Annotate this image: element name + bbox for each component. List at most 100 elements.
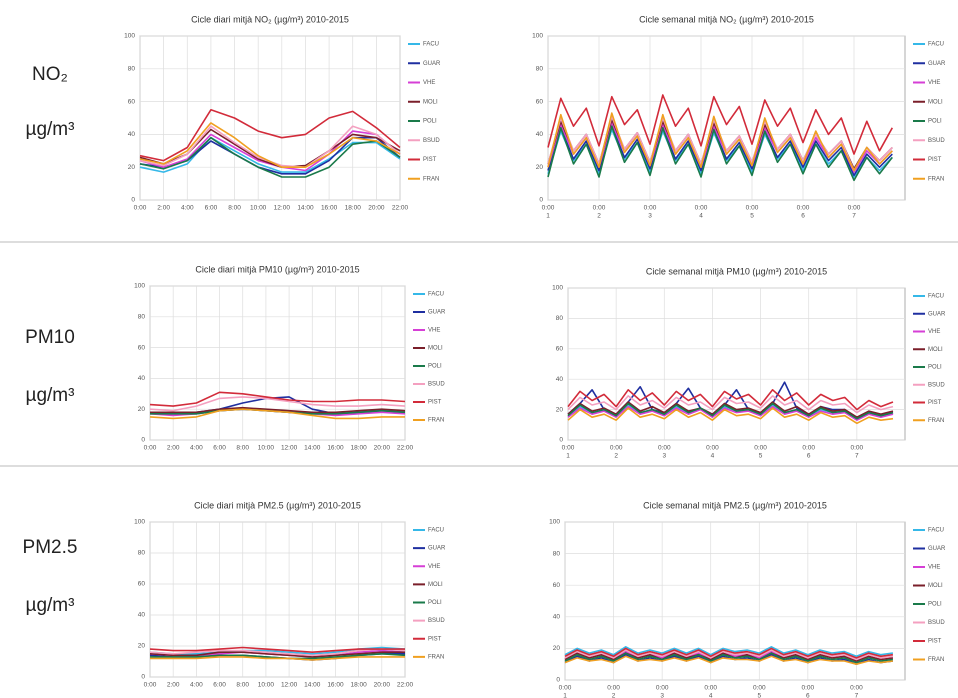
x-tick-label: 0:00 [850, 685, 863, 692]
x-tick-label: 0:00 [607, 685, 620, 692]
y-tick-label: 60 [138, 344, 146, 351]
x-tick-label: 18:00 [350, 682, 367, 689]
x-tick-label: 4:00 [181, 205, 194, 212]
y-tick-label: 20 [138, 643, 146, 650]
legend-label: PIST [428, 636, 442, 642]
series-line [564, 646, 894, 658]
legend-label: FRAN [928, 418, 944, 424]
legend-label: FRAN [428, 418, 444, 424]
y-tick-label: 60 [536, 98, 544, 105]
legend-label: PIST [423, 157, 437, 163]
x-tick-label: 0:00 [797, 205, 810, 212]
x-day-label: 2 [597, 213, 601, 220]
x-tick-label: 22:00 [397, 682, 414, 689]
legend-label: PIST [928, 157, 942, 163]
series-line [139, 109, 401, 162]
row-unit: µg/m³ [26, 119, 75, 140]
x-tick-label: 18:00 [345, 205, 362, 212]
series-line [564, 652, 893, 664]
x-tick-label: 6:00 [205, 205, 218, 212]
y-tick-label: 100 [532, 33, 543, 40]
legend-label: FACU [423, 42, 439, 48]
series-line [139, 122, 401, 168]
legend-label: GUAR [428, 310, 446, 316]
series-line [567, 407, 894, 425]
legend-label: POLI [928, 602, 942, 608]
legend-label: POLI [428, 364, 442, 370]
x-tick-label: 0:00 [134, 205, 147, 212]
x-tick-label: 10:00 [258, 682, 275, 689]
y-tick-label: 20 [556, 406, 564, 413]
chart-title: Cicle diari mitjà PM2.5 (µg/m³) 2010-201… [194, 500, 361, 510]
x-tick-label: 0:00 [695, 205, 708, 212]
legend-label: GUAR [928, 61, 946, 67]
x-tick-label: 0:00 [144, 682, 157, 689]
legend-label: GUAR [428, 546, 446, 552]
series-line [149, 408, 405, 420]
series-line [149, 648, 406, 657]
legend-label: PIST [428, 400, 442, 406]
legend-label: FRAN [423, 176, 439, 182]
x-day-label: 6 [806, 693, 810, 698]
x-tick-label: 0:00 [802, 445, 815, 452]
legend-label: PIST [928, 639, 942, 645]
x-day-label: 3 [660, 693, 664, 698]
x-tick-label: 8:00 [236, 445, 249, 452]
legend-label: FACU [928, 294, 944, 300]
y-tick-label: 40 [138, 375, 146, 382]
row-pollutant: PM10 [25, 327, 75, 348]
x-day-label: 6 [807, 453, 811, 460]
x-day-label: 5 [750, 213, 754, 220]
legend-label: VHE [928, 329, 940, 335]
y-tick-label: 100 [134, 519, 145, 526]
x-tick-label: 10:00 [258, 445, 275, 452]
series-line [139, 136, 401, 173]
legend-label: GUAR [423, 61, 441, 67]
series-line [149, 651, 405, 658]
y-tick-label: 0 [556, 677, 560, 684]
legend-label: BSUD [428, 618, 445, 624]
y-tick-label: 0 [141, 674, 145, 681]
legend-label: FRAN [928, 176, 944, 182]
x-tick-label: 2:00 [167, 682, 180, 689]
legend-label: BSUD [423, 138, 440, 144]
legend-label: BSUD [928, 138, 945, 144]
legend-label: VHE [428, 564, 440, 570]
y-tick-label: 20 [536, 164, 544, 171]
x-day-label: 2 [614, 453, 618, 460]
y-tick-label: 60 [138, 581, 146, 588]
series-line [567, 401, 894, 418]
x-day-label: 5 [757, 693, 761, 698]
y-tick-label: 60 [556, 346, 564, 353]
x-day-label: 6 [801, 213, 805, 220]
x-tick-label: 16:00 [327, 682, 344, 689]
series-line [150, 656, 405, 661]
legend-label: GUAR [928, 311, 946, 317]
x-tick-label: 0:00 [704, 685, 717, 692]
legend-label: GUAR [928, 546, 946, 552]
y-tick-label: 0 [559, 437, 563, 444]
legend-label: POLI [428, 600, 442, 606]
x-tick-label: 0:00 [559, 685, 572, 692]
x-tick-label: 0:00 [851, 445, 864, 452]
series-line [149, 396, 406, 412]
x-tick-label: 0:00 [644, 205, 657, 212]
series-line [567, 405, 894, 421]
x-tick-label: 12:00 [281, 445, 298, 452]
chart-title: Cicle diari mitjà NO₂ (µg/m³) 2010-2015 [191, 14, 349, 24]
x-day-label: 1 [546, 213, 550, 220]
x-tick-label: 0:00 [656, 685, 669, 692]
series-line [564, 647, 894, 659]
y-tick-label: 0 [141, 437, 145, 444]
x-tick-label: 6:00 [213, 445, 226, 452]
series-line [547, 94, 893, 155]
x-tick-label: 12:00 [274, 205, 291, 212]
x-tick-label: 0:00 [593, 205, 606, 212]
y-tick-label: 60 [553, 582, 561, 589]
series-line [564, 649, 894, 661]
legend-label: POLI [423, 119, 437, 125]
x-day-label: 3 [648, 213, 652, 220]
y-tick-label: 40 [138, 612, 146, 619]
y-tick-label: 80 [536, 66, 544, 73]
